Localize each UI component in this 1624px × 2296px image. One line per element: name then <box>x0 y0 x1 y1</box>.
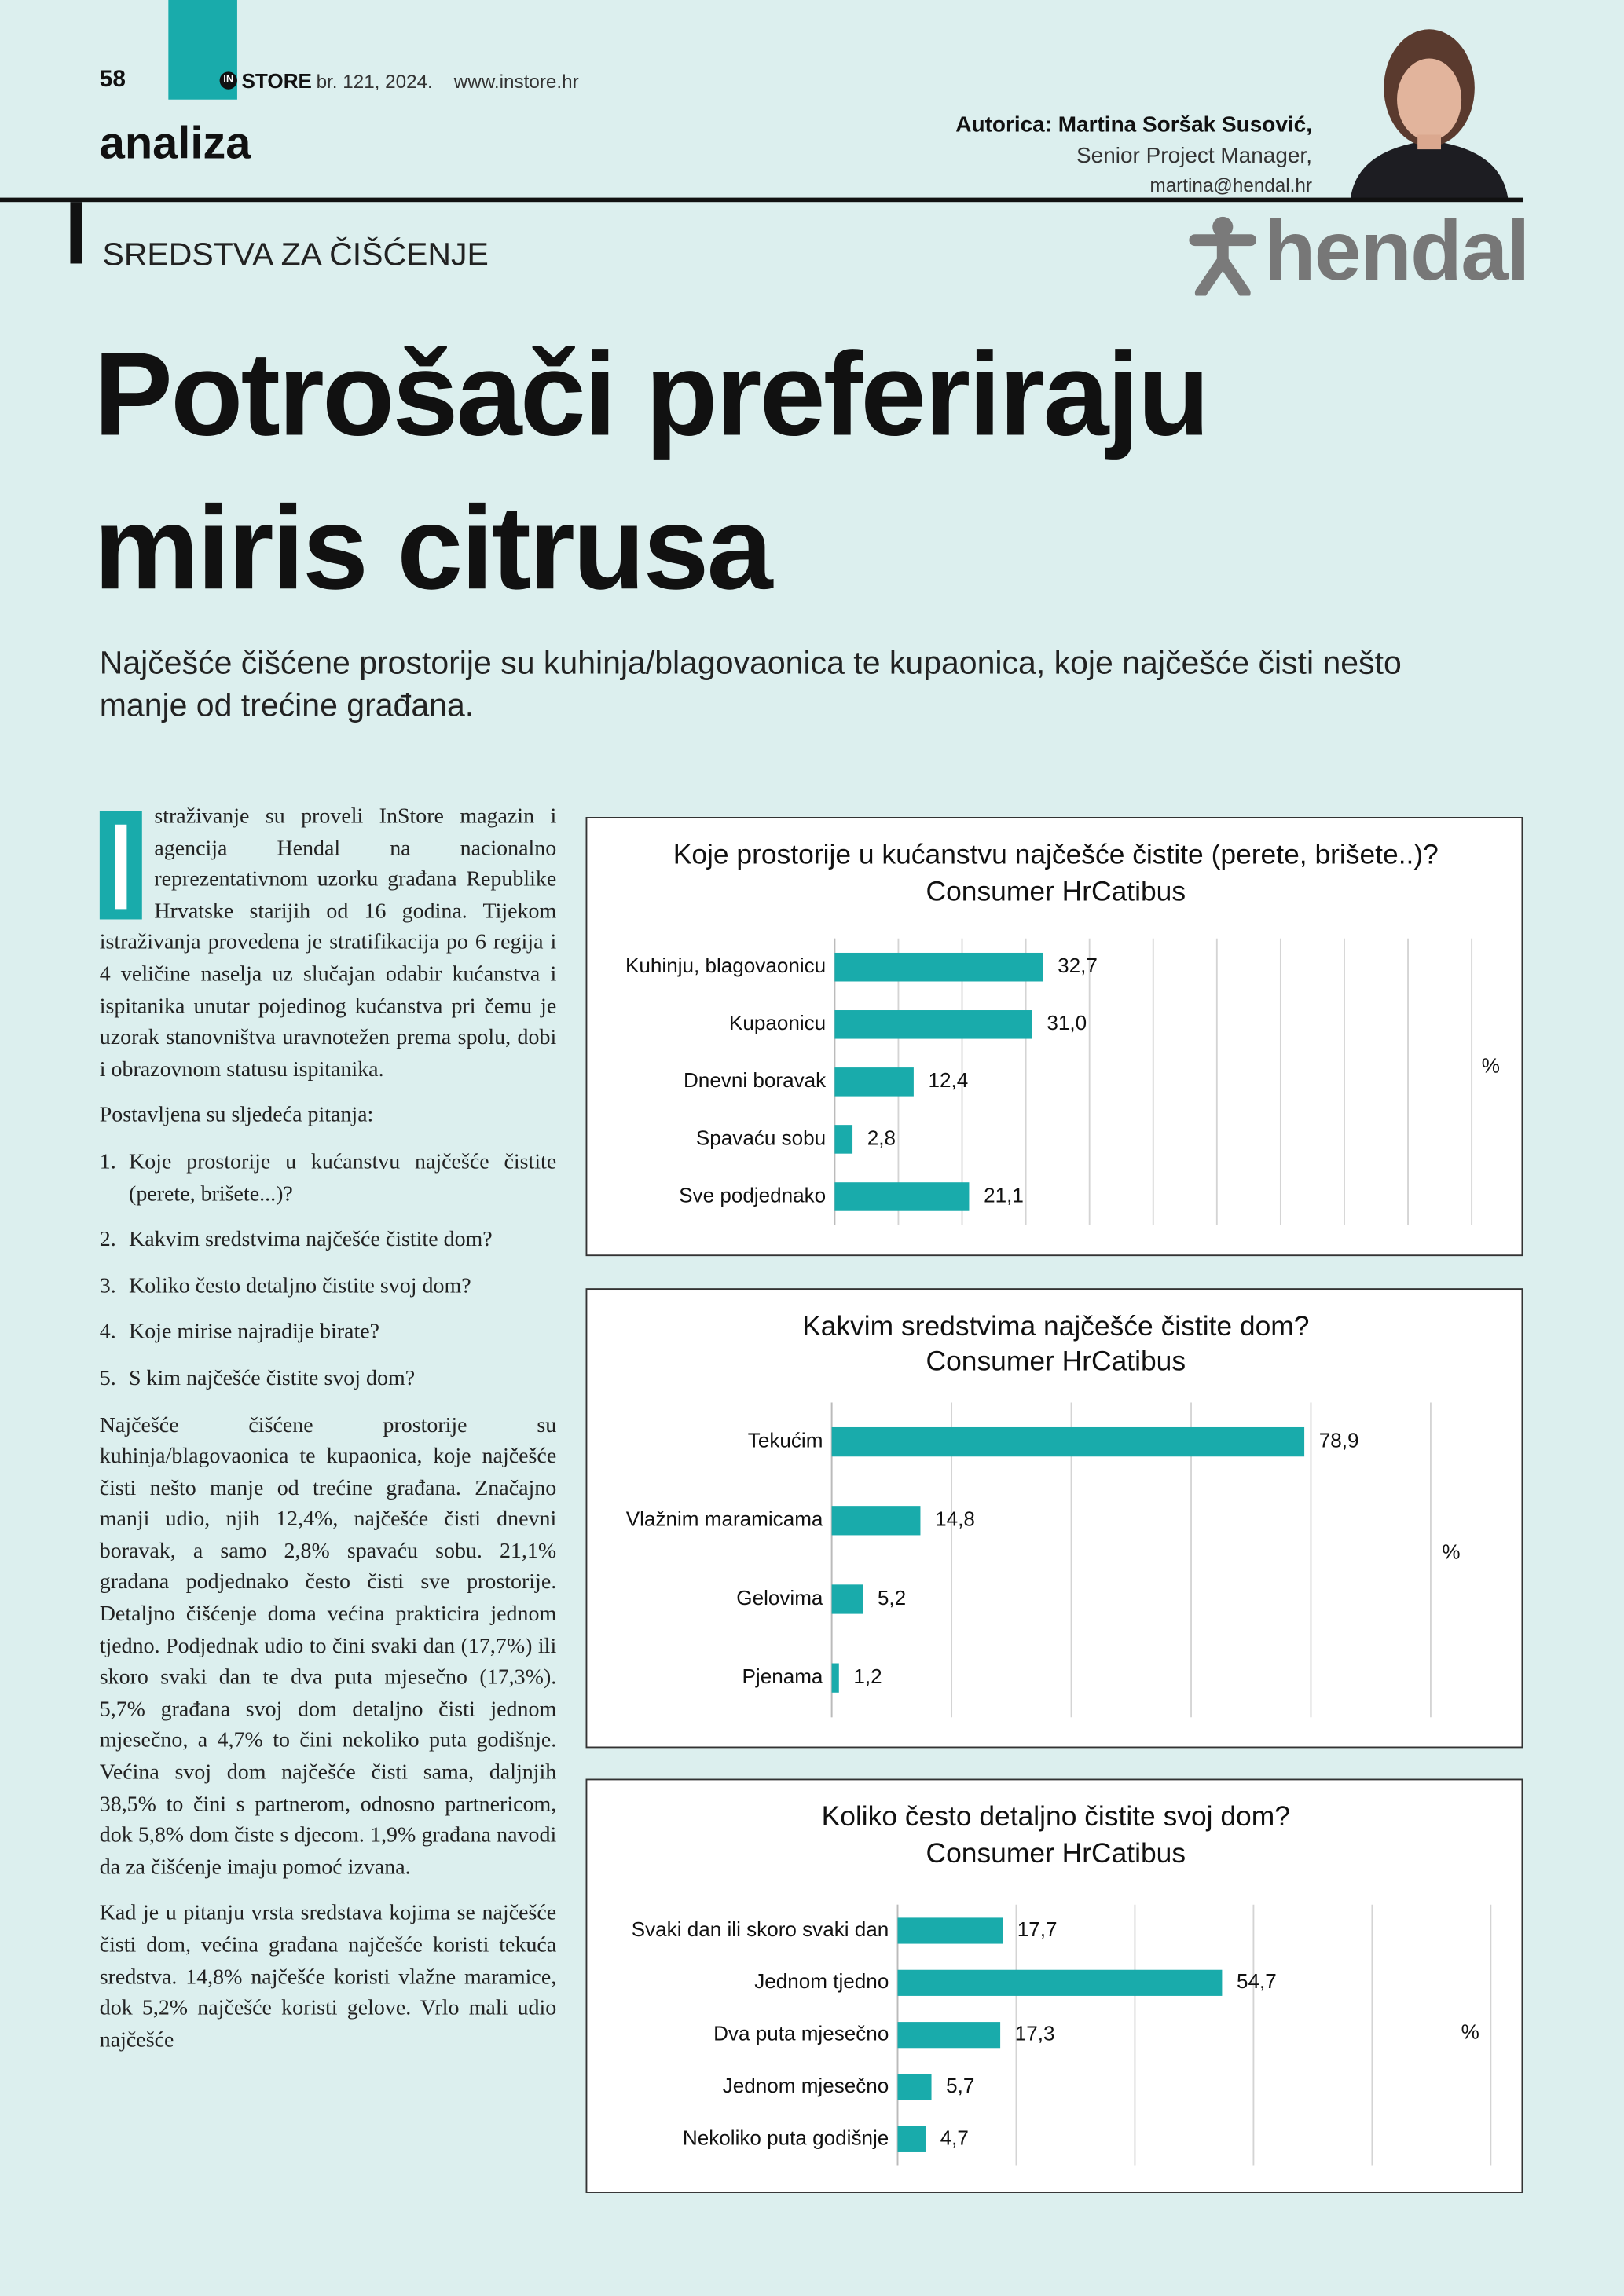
category-label: Spavaću sobu <box>696 1126 826 1149</box>
chart-title: Koliko često detaljno čistite svoj dom? <box>822 1800 1290 1832</box>
bar <box>831 1584 863 1614</box>
category-label: Tekućim <box>748 1429 823 1452</box>
category-label: Kupaonicu <box>729 1011 826 1034</box>
bar <box>897 1917 1003 1944</box>
kicker: SREDSTVA ZA ČIŠĆENJE <box>102 236 489 273</box>
hendal-logo: hendal <box>1263 203 1530 299</box>
question: 2. Kakvim sredstvima najčešće čistite dom… <box>100 1225 557 1257</box>
value-label: 54,7 <box>1237 1969 1277 1993</box>
issue: br. 121, 2024. <box>316 70 433 93</box>
category-label: Sve podjednako <box>679 1183 826 1207</box>
paragraph: Kad je u pitanju vrsta sredstava kojima … <box>99 1902 557 2052</box>
chart-subtitle: Consumer HrCatibus <box>926 1346 1186 1377</box>
article: Istraživanje su proveli InStore magazin … <box>100 802 557 2203</box>
paragraph: Istraživanje su proveli InStore magazin … <box>99 802 557 1082</box>
category-label: Gelovima <box>736 1586 823 1609</box>
question-number: 3. <box>99 1274 116 1298</box>
bar <box>834 1182 970 1211</box>
paragraph: Najčešće čišćene prostorije su kuhinja/b… <box>99 1413 557 1880</box>
value-label: 1,2 <box>853 1664 882 1688</box>
question-text: S kim najčešće čistite svoj dom? <box>129 1367 416 1391</box>
chart-box: Koje prostorije u kućanstvu najčešće čis… <box>585 817 1523 1257</box>
question-number: 5. <box>99 1367 116 1391</box>
value-label: 5,2 <box>878 1586 906 1609</box>
axis-label: % <box>1461 2020 1479 2044</box>
category-label: Pjenama <box>742 1664 823 1688</box>
bar <box>831 1426 1305 1457</box>
chart: Koliko često detaljno čistite svoj dom? C… <box>632 1800 1492 2166</box>
bar <box>831 1663 839 1693</box>
value-label: 5,7 <box>946 2074 974 2097</box>
author-email: martina@hendal.hr <box>1149 174 1312 196</box>
value-label: 32,7 <box>1058 954 1098 977</box>
bar <box>897 2074 932 2100</box>
kicker-bar <box>70 202 82 264</box>
question-text: Koje mirise najradije birate? <box>129 1320 380 1345</box>
value-label: 31,0 <box>1047 1011 1087 1034</box>
paragraphs: Najčešće čišćene prostorije su kuhinja/b… <box>100 1411 557 2058</box>
chart-subtitle: Consumer HrCatibus <box>926 1837 1186 1869</box>
bar <box>897 2126 926 2152</box>
value-label: 14,8 <box>935 1507 975 1531</box>
logo-text: STORE <box>241 68 312 93</box>
question-number: 2. <box>99 1228 116 1252</box>
bar <box>831 1506 921 1536</box>
question-text: Kakvim sredstvima najčešće čistite dom? <box>129 1228 493 1252</box>
lead: Najčešće čišćene prostorije su kuhinja/b… <box>99 644 1402 723</box>
bar <box>834 1010 1032 1039</box>
category-label: Jednom tjedno <box>754 1969 889 1993</box>
category-label: Vlažnim maramicama <box>626 1507 823 1531</box>
bar <box>834 1067 914 1097</box>
chart-box: Koliko često detaljno čistite svoj dom? C… <box>585 1778 1523 2193</box>
chart-box: Kakvim sredstvima najčešće čistite dom? C… <box>585 1288 1523 1749</box>
title-line: Potrošači preferiraju <box>93 329 1210 462</box>
logo-badge: IN <box>219 71 237 90</box>
category-label: Nekoliko puta godišnje <box>683 2126 889 2149</box>
section: analiza <box>99 117 251 169</box>
question-text: Koje prostorije u kućanstvu najčešće čis… <box>129 1150 557 1206</box>
question: 3. Koliko često detaljno čistite svoj dom… <box>100 1272 557 1303</box>
bar <box>897 1969 1223 1996</box>
bar <box>834 952 1043 982</box>
chart: Koje prostorije u kućanstvu najčešće čis… <box>625 839 1500 1226</box>
chart: Kakvim sredstvima najčešće čistite dom? C… <box>626 1310 1461 1718</box>
category-label: Svaki dan ili skoro svaki dan <box>632 1917 889 1941</box>
axis-label: % <box>1442 1540 1460 1563</box>
value-label: 17,7 <box>1017 1917 1058 1941</box>
category-label: Dnevni boravak <box>684 1068 827 1092</box>
header-rule <box>0 197 1523 203</box>
category-label: Jednom mjesečno <box>723 2074 889 2097</box>
question-text: Koliko često detaljno čistite svoj dom? <box>129 1274 471 1298</box>
question: 4. Koje mirise najradije birate? <box>100 1318 557 1349</box>
axis-label: % <box>1482 1054 1500 1078</box>
website: www.instore.hr <box>453 70 579 93</box>
category-label: Kuhinju, blagovaonicu <box>625 954 826 977</box>
hendal-icon <box>1189 216 1257 296</box>
chart-title: Koje prostorije u kućanstvu najčešće čis… <box>673 839 1439 870</box>
value-label: 4,7 <box>940 2126 969 2149</box>
question-list: 1. Koje prostorije u kućanstvu najčešće č… <box>100 1148 557 1396</box>
bar <box>897 2022 1001 2049</box>
value-label: 12,4 <box>929 1068 969 1092</box>
bar <box>834 1125 853 1154</box>
question-number: 1. <box>99 1150 116 1174</box>
question: 1. Koje prostorije u kućanstvu najčešće č… <box>100 1148 557 1210</box>
category-label: Dva puta mjesečno <box>713 2022 889 2045</box>
question-number: 4. <box>99 1320 116 1345</box>
paragraph: Postavljena su sljedeća pitanja: <box>99 1104 374 1128</box>
author-role: Senior Project Manager, <box>1076 143 1312 169</box>
author: Autorica: Martina Soršak Susović, <box>955 112 1312 138</box>
value-label: 21,1 <box>984 1183 1024 1207</box>
question: 5. S kim najčešće čistite svoj dom? <box>100 1364 557 1396</box>
title-line: miris citrusa <box>93 483 772 615</box>
value-label: 78,9 <box>1319 1429 1359 1452</box>
value-label: 17,3 <box>1015 2022 1055 2045</box>
value-label: 2,8 <box>867 1126 896 1149</box>
chart-title: Kakvim sredstvima najčešće čistite dom? <box>802 1310 1309 1342</box>
page-number: 58 <box>99 67 126 93</box>
author-photo <box>1335 14 1523 201</box>
chart-subtitle: Consumer HrCatibus <box>926 875 1186 906</box>
